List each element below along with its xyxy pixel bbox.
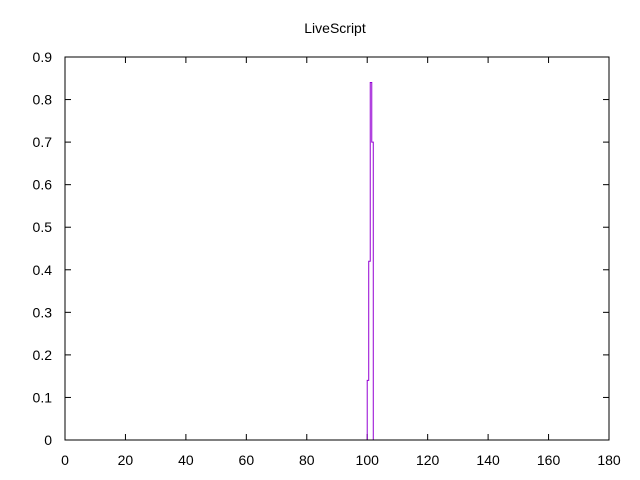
y-tick-label: 0 [44,432,52,448]
chart-title: LiveScript [304,20,366,36]
tick-layer: 0 20 40 60 80 100 120 140 160 180 0 0.1 0.2 0.3 0.4 0.5… [33,49,621,468]
y-tick-label: 0.1 [33,389,53,405]
y-tick-label: 0.7 [33,134,53,150]
x-tick-label: 140 [476,452,500,468]
x-tick-label: 120 [416,452,440,468]
plot-frame [64,56,610,441]
x-tick-label: 20 [118,452,134,468]
y-tick-label: 0.3 [33,304,53,320]
y-tick-label: 0.8 [33,92,53,108]
x-tick-label: 100 [356,452,380,468]
series-line [366,82,374,440]
y-tick-label: 0.6 [33,177,53,193]
x-tick-label: 60 [239,452,255,468]
y-tick-label: 0.4 [33,262,53,278]
y-tick-label: 0.9 [33,49,53,65]
series-layer [366,82,374,440]
y-tick-label: 0.5 [33,219,53,235]
x-tick-label: 80 [299,452,315,468]
x-tick-label: 0 [61,452,69,468]
x-tick-label: 40 [178,452,194,468]
y-tick-label: 0.2 [33,347,53,363]
x-tick-label: 180 [597,452,621,468]
x-tick-label: 160 [537,452,561,468]
